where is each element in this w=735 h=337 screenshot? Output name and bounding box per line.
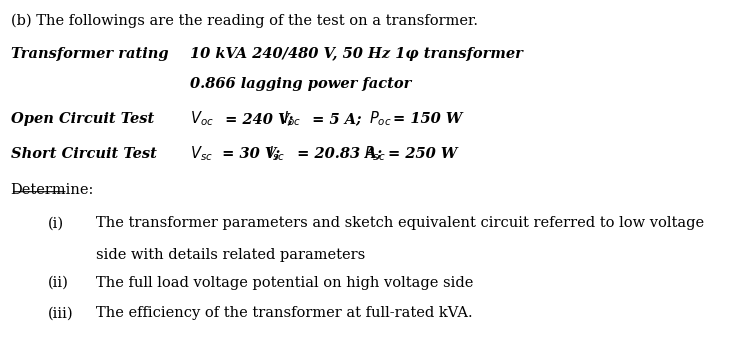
Text: $I_{oc}$: $I_{oc}$ [283,110,301,128]
Text: The efficiency of the transformer at full-rated kVA.: The efficiency of the transformer at ful… [96,306,473,320]
Text: $I_{sc}$: $I_{sc}$ [268,144,285,163]
Text: The transformer parameters and sketch equivalent circuit referred to low voltage: The transformer parameters and sketch eq… [96,216,704,230]
Text: (ii): (ii) [48,276,69,290]
Text: $P_{oc}$: $P_{oc}$ [369,110,392,128]
Text: Transformer rating: Transformer rating [10,47,168,61]
Text: $V_{oc}$: $V_{oc}$ [190,110,213,128]
Text: $V_{sc}$: $V_{sc}$ [190,144,212,163]
Text: Short Circuit Test: Short Circuit Test [10,147,157,161]
Text: = 150 W: = 150 W [393,112,462,126]
Text: $P_{sc}$: $P_{sc}$ [365,144,386,163]
Text: 0.866 lagging power factor: 0.866 lagging power factor [190,77,411,91]
Text: (b) The followings are the reading of the test on a transformer.: (b) The followings are the reading of th… [10,14,478,28]
Text: = 250 W: = 250 W [389,147,458,161]
Text: (iii): (iii) [48,306,74,320]
Text: (i): (i) [48,216,64,230]
Text: = 240 V;: = 240 V; [220,112,293,126]
Text: Open Circuit Test: Open Circuit Test [10,112,154,126]
Text: 10 kVA 240/480 V, 50 Hz 1φ transformer: 10 kVA 240/480 V, 50 Hz 1φ transformer [190,47,523,61]
Text: = 20.83 A;: = 20.83 A; [292,147,382,161]
Text: = 30 V;: = 30 V; [217,147,280,161]
Text: = 5 A;: = 5 A; [307,112,362,126]
Text: The full load voltage potential on high voltage side: The full load voltage potential on high … [96,276,473,290]
Text: side with details related parameters: side with details related parameters [96,248,365,262]
Text: Determine:: Determine: [10,183,94,197]
